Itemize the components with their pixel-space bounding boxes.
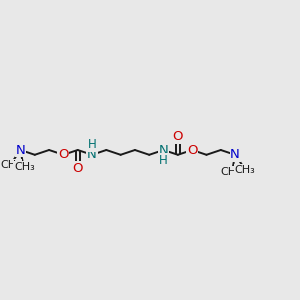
Text: CH₃: CH₃ (234, 165, 255, 175)
Text: N: N (230, 148, 240, 161)
Text: N: N (87, 148, 97, 161)
Text: N: N (159, 143, 168, 157)
Text: H: H (88, 138, 96, 151)
Text: CH₃: CH₃ (0, 160, 21, 170)
Text: N: N (16, 143, 25, 157)
Text: CH₃: CH₃ (14, 162, 35, 172)
Text: H: H (159, 154, 168, 166)
Text: O: O (172, 130, 183, 143)
Text: O: O (58, 148, 69, 161)
Text: CH₃: CH₃ (221, 167, 242, 177)
Text: O: O (187, 143, 197, 157)
Text: O: O (73, 161, 83, 175)
